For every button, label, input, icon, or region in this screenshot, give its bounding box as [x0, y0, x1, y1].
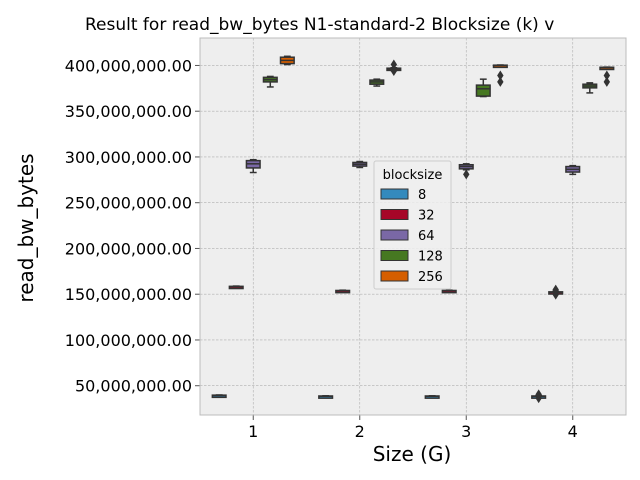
- y-tick-label: 400,000,000.00: [65, 56, 192, 75]
- y-axis-label: read_bw_bytes: [14, 153, 38, 302]
- outlier-marker: [603, 76, 611, 87]
- legend-label-8: 8: [418, 188, 426, 203]
- plot-area: 50,000,000.00 100,000,000.00 150,000,000.0…: [65, 37, 627, 441]
- outlier-marker: [390, 59, 398, 70]
- y-tick-label: 250,000,000.00: [65, 194, 192, 213]
- y-tick-label: 100,000,000.00: [65, 331, 192, 350]
- box-64-size-4: [565, 164, 581, 176]
- plot-frame: [199, 37, 627, 416]
- box-32-size-1: [228, 285, 244, 290]
- legend-swatch-128: [380, 250, 409, 261]
- y-tick-label: 150,000,000.00: [65, 285, 192, 304]
- box-8-size-1: [211, 394, 227, 399]
- box-128-size-1: [262, 75, 278, 88]
- outlier-marker: [390, 65, 398, 76]
- box-256-size-3: [492, 64, 508, 87]
- box-256-size-1: [279, 55, 295, 66]
- chart-title: Result for read_bw_bytes N1-standard-2 B…: [85, 15, 554, 35]
- outlier-marker: [552, 284, 559, 295]
- box-32-size-3: [441, 289, 457, 294]
- outlier-marker: [552, 289, 559, 300]
- outlier-marker: [497, 70, 504, 81]
- legend-label-256: 256: [418, 270, 443, 285]
- y-tick-label: 300,000,000.00: [65, 148, 192, 167]
- box-64-size-3: [458, 163, 474, 180]
- y-tick-label: 350,000,000.00: [65, 102, 192, 121]
- legend-swatch-32: [380, 209, 409, 220]
- legend-title: blocksize: [383, 168, 443, 183]
- legend: blocksize 8 32 64 128 256: [373, 160, 452, 290]
- box-8-size-4: [531, 389, 547, 404]
- box-256-size-4: [599, 66, 615, 87]
- legend-swatch-256: [380, 270, 409, 282]
- outlier-marker: [463, 169, 470, 180]
- box-128-size-2: [369, 78, 385, 87]
- box-128-size-3: [475, 78, 491, 98]
- outlier-marker: [497, 76, 504, 87]
- box-8-size-3: [424, 395, 440, 399]
- box-8-size-2: [318, 395, 334, 399]
- x-tick-label: 2: [355, 422, 365, 441]
- y-tick-label: 200,000,000.00: [65, 239, 192, 258]
- box-64-size-2: [352, 160, 368, 169]
- x-axis-label: Size (G): [373, 442, 452, 466]
- box-256-size-2: [386, 59, 402, 76]
- legend-label-64: 64: [418, 229, 435, 244]
- legend-swatch-64: [380, 229, 409, 241]
- box-128-size-4: [582, 82, 598, 94]
- x-tick-label: 1: [248, 422, 258, 441]
- legend-label-128: 128: [418, 250, 443, 265]
- box-32-size-4: [548, 284, 564, 300]
- y-tick-label: 50,000,000.00: [75, 377, 192, 396]
- legend-label-32: 32: [418, 209, 435, 224]
- x-tick-label: 3: [461, 422, 471, 441]
- box-body: [475, 84, 491, 97]
- outlier-marker: [603, 70, 611, 81]
- box-64-size-1: [245, 158, 261, 174]
- outlier-marker: [535, 389, 542, 400]
- x-tick-label: 4: [568, 422, 578, 441]
- box-32-size-2: [335, 289, 351, 294]
- legend-swatch-8: [380, 188, 409, 200]
